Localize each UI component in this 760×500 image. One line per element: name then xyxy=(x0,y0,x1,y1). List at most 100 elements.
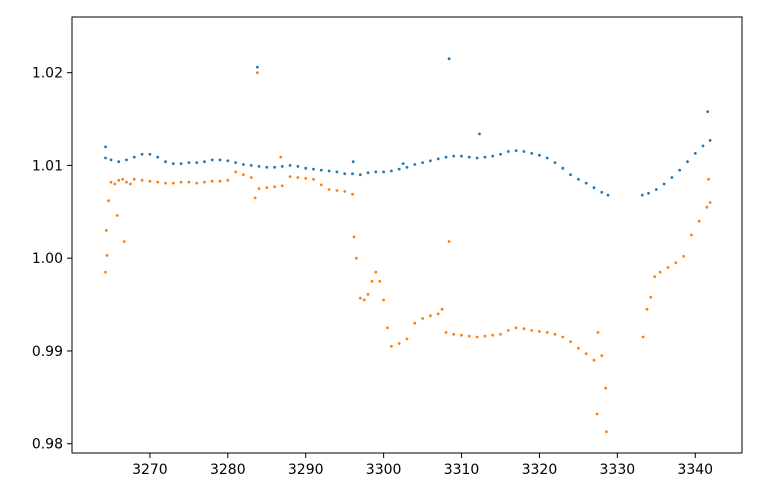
x-tick-label: 3290 xyxy=(288,462,324,478)
data-point xyxy=(506,150,510,153)
data-point xyxy=(670,176,674,179)
data-point xyxy=(140,178,144,182)
data-point xyxy=(343,190,347,193)
data-point xyxy=(444,331,448,334)
data-point xyxy=(429,159,432,163)
data-point xyxy=(164,160,167,164)
data-point xyxy=(210,179,214,183)
data-point xyxy=(506,329,510,332)
data-point xyxy=(413,163,417,166)
data-point xyxy=(109,180,113,184)
data-point xyxy=(279,155,283,159)
data-point xyxy=(242,173,245,177)
data-point xyxy=(104,145,107,149)
data-point xyxy=(460,154,463,158)
data-point xyxy=(327,169,331,173)
data-point xyxy=(444,155,448,159)
data-point xyxy=(113,182,117,186)
data-point xyxy=(104,229,108,232)
data-point xyxy=(538,330,541,333)
data-point xyxy=(148,179,152,183)
data-point xyxy=(280,165,284,168)
data-point xyxy=(366,293,370,296)
data-point xyxy=(378,280,382,283)
data-point xyxy=(242,163,245,166)
points-layer xyxy=(104,57,712,434)
data-point xyxy=(429,314,432,318)
data-point xyxy=(125,158,128,162)
data-point xyxy=(195,161,199,165)
data-point xyxy=(312,177,315,181)
data-point xyxy=(649,295,653,299)
data-point xyxy=(253,196,257,200)
data-point xyxy=(179,162,183,166)
data-point xyxy=(179,180,183,184)
series-0 xyxy=(104,57,712,197)
data-point xyxy=(382,298,385,302)
data-point xyxy=(397,342,401,345)
data-point xyxy=(705,205,709,209)
data-point xyxy=(304,177,308,180)
data-point xyxy=(499,332,502,336)
data-point xyxy=(374,170,378,174)
data-point xyxy=(640,193,644,197)
data-point xyxy=(707,177,710,181)
data-point xyxy=(605,430,608,434)
data-point xyxy=(352,235,356,239)
data-point xyxy=(701,144,705,148)
data-point xyxy=(121,177,124,181)
data-point xyxy=(203,160,206,164)
data-point xyxy=(148,152,152,156)
data-point xyxy=(530,152,534,155)
data-point xyxy=(187,161,191,165)
data-point xyxy=(666,266,670,269)
y-tick-label: 0.99 xyxy=(32,344,63,360)
data-point xyxy=(312,167,315,171)
y-axis: 0.98 0.99 1.00 1.01 1.02 xyxy=(32,66,72,453)
data-point xyxy=(187,180,191,184)
data-point xyxy=(249,164,253,167)
data-point xyxy=(697,219,701,223)
data-point xyxy=(218,158,222,162)
x-tick-label: 3280 xyxy=(210,462,246,478)
data-point xyxy=(530,329,534,332)
data-point xyxy=(382,170,385,174)
data-point xyxy=(654,188,658,191)
data-point xyxy=(265,186,269,190)
x-tick-label: 3310 xyxy=(444,462,480,478)
data-point xyxy=(592,186,596,190)
plot-frame xyxy=(71,16,743,454)
data-point xyxy=(358,173,362,177)
data-point xyxy=(447,57,451,61)
data-point xyxy=(401,162,405,166)
x-tick-label: 3320 xyxy=(522,462,558,478)
data-point xyxy=(499,152,502,156)
data-point xyxy=(171,181,175,185)
data-point xyxy=(256,71,259,75)
data-point xyxy=(132,155,136,159)
data-point xyxy=(447,240,451,243)
x-tick-label: 3300 xyxy=(366,462,402,478)
data-point xyxy=(653,275,657,279)
data-point xyxy=(107,199,110,203)
data-point xyxy=(397,167,401,171)
data-point xyxy=(475,335,479,339)
y-tick-label: 0.98 xyxy=(32,437,63,453)
data-point xyxy=(452,332,456,336)
data-point xyxy=(104,270,107,274)
data-point xyxy=(390,344,393,348)
data-point xyxy=(257,165,261,168)
data-point xyxy=(577,346,580,350)
data-point xyxy=(592,358,596,362)
data-point xyxy=(708,139,712,142)
data-point xyxy=(226,159,230,163)
data-point xyxy=(405,337,409,341)
data-point xyxy=(117,178,121,182)
data-point xyxy=(117,160,121,164)
data-point xyxy=(355,256,358,260)
data-point xyxy=(436,312,440,316)
data-point xyxy=(366,171,370,175)
data-point xyxy=(708,201,712,204)
data-point xyxy=(319,183,323,187)
